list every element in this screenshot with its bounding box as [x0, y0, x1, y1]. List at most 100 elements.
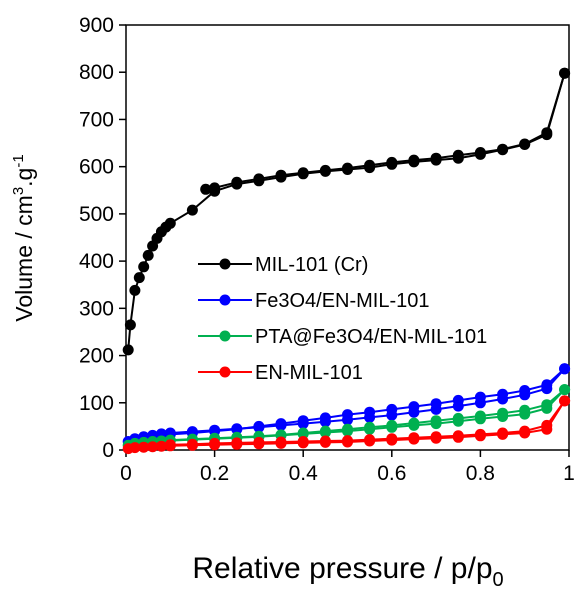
- adsorption-point: [164, 217, 176, 229]
- adsorption-point: [186, 204, 198, 216]
- x-tick-label: 0: [120, 462, 132, 485]
- desorption-point: [297, 167, 309, 179]
- desorption-point: [541, 127, 553, 139]
- desorption-point: [452, 430, 464, 442]
- desorption-point: [541, 419, 553, 431]
- desorption-point: [200, 183, 212, 195]
- desorption-point: [430, 431, 442, 443]
- x-tick-labels: 0 0.2 0.4 0.6 0.8 1: [120, 462, 575, 485]
- desorption-point: [497, 427, 509, 439]
- desorption-point: [474, 147, 486, 158]
- plot-frame: [125, 24, 570, 451]
- legend-label: PTA@Fe3O4/EN-MIL-101: [255, 326, 487, 348]
- desorption-point: [519, 404, 531, 416]
- desorption-point: [497, 143, 509, 155]
- desorption-point: [297, 436, 309, 447]
- desorption-point: [474, 391, 486, 403]
- desorption-point: [559, 67, 571, 79]
- desorption-point: [275, 436, 287, 448]
- desorption-point: [164, 439, 176, 451]
- desorption-point: [231, 437, 243, 449]
- desorption-line: [205, 72, 566, 191]
- desorption-point: [253, 436, 265, 448]
- desorption-point: [559, 384, 571, 396]
- desorption-point: [253, 173, 265, 185]
- desorption-point: [519, 138, 531, 150]
- series-mil-101-cr-: [122, 67, 571, 356]
- adsorption-point: [124, 319, 136, 331]
- y-tick-label: 800: [79, 61, 114, 84]
- x-axis-title: Relative pressure / p/p0: [192, 552, 503, 591]
- y-tick-label: 600: [79, 156, 114, 179]
- desorption-point: [275, 418, 287, 430]
- legend-marker: [219, 366, 231, 378]
- legend-label: Fe3O4/EN-MIL-101: [255, 290, 430, 312]
- desorption-point: [541, 399, 553, 411]
- y-tick-label: 300: [79, 297, 114, 320]
- legend-marker: [219, 330, 231, 342]
- desorption-point: [386, 403, 398, 415]
- legend-marker: [219, 258, 231, 270]
- desorption-point: [452, 394, 464, 406]
- y-tick-label: 500: [79, 203, 114, 226]
- desorption-point: [408, 417, 420, 429]
- y-tick-label: 400: [79, 250, 114, 273]
- desorption-point: [319, 164, 331, 176]
- adsorption-point: [155, 440, 167, 452]
- desorption-point: [209, 182, 221, 194]
- legend-item: Fe3O4/EN-MIL-101: [198, 290, 430, 312]
- desorption-point: [342, 435, 353, 447]
- x-tick-label: 0.4: [289, 462, 319, 485]
- desorption-point: [342, 409, 353, 421]
- adsorption-point: [129, 442, 141, 454]
- desorption-point: [364, 159, 376, 171]
- adsorption-point: [147, 441, 159, 453]
- desorption-point: [408, 401, 420, 413]
- desorption-point: [474, 428, 486, 440]
- series-layer: [122, 67, 571, 455]
- desorption-point: [408, 432, 420, 444]
- desorption-point: [319, 435, 331, 447]
- desorption-point: [497, 388, 509, 400]
- desorption-point: [430, 398, 442, 410]
- y-tick-label: 0: [102, 439, 114, 462]
- desorption-point: [452, 412, 464, 424]
- desorption-point: [319, 412, 331, 424]
- desorption-point: [386, 419, 398, 431]
- y-tick-labels: 0 100 200 300 400 500 600 700 800 900: [79, 14, 114, 462]
- desorption-point: [319, 425, 331, 437]
- legend-item: EN-MIL-101: [198, 362, 363, 384]
- legend: MIL-101 (Cr) Fe3O4/EN-MIL-101 PTA@Fe3O4/EN…: [198, 254, 487, 384]
- adsorption-point: [122, 344, 134, 356]
- legend-item: MIL-101 (Cr): [198, 254, 368, 276]
- legend-label: MIL-101 (Cr): [255, 254, 368, 276]
- adsorption-point: [138, 261, 150, 273]
- desorption-point: [231, 176, 243, 188]
- desorption-point: [342, 162, 353, 174]
- desorption-point: [519, 385, 531, 396]
- desorption-point: [559, 363, 571, 375]
- x-tick-label: 0.8: [466, 462, 495, 485]
- desorption-point: [386, 156, 398, 168]
- desorption-point: [297, 415, 309, 427]
- desorption-point: [253, 420, 265, 432]
- x-tick-label: 1: [563, 462, 575, 485]
- legend-label: EN-MIL-101: [255, 362, 363, 384]
- desorption-point: [209, 437, 221, 449]
- desorption-point: [231, 423, 243, 435]
- desorption-point: [430, 152, 442, 164]
- desorption-point: [275, 169, 287, 181]
- desorption-point: [541, 379, 553, 391]
- y-tick-label: 900: [79, 14, 114, 37]
- plot-area: [119, 24, 570, 457]
- series-en-mil-101: [122, 395, 571, 455]
- desorption-point: [559, 395, 571, 407]
- desorption-point: [386, 433, 398, 445]
- y-tick-label: 200: [79, 345, 114, 368]
- desorption-point: [364, 406, 376, 418]
- y-axis-title: Volume / cm3.g-1: [10, 154, 37, 321]
- desorption-point: [474, 410, 486, 422]
- desorption-point: [497, 407, 509, 419]
- desorption-point: [408, 154, 420, 166]
